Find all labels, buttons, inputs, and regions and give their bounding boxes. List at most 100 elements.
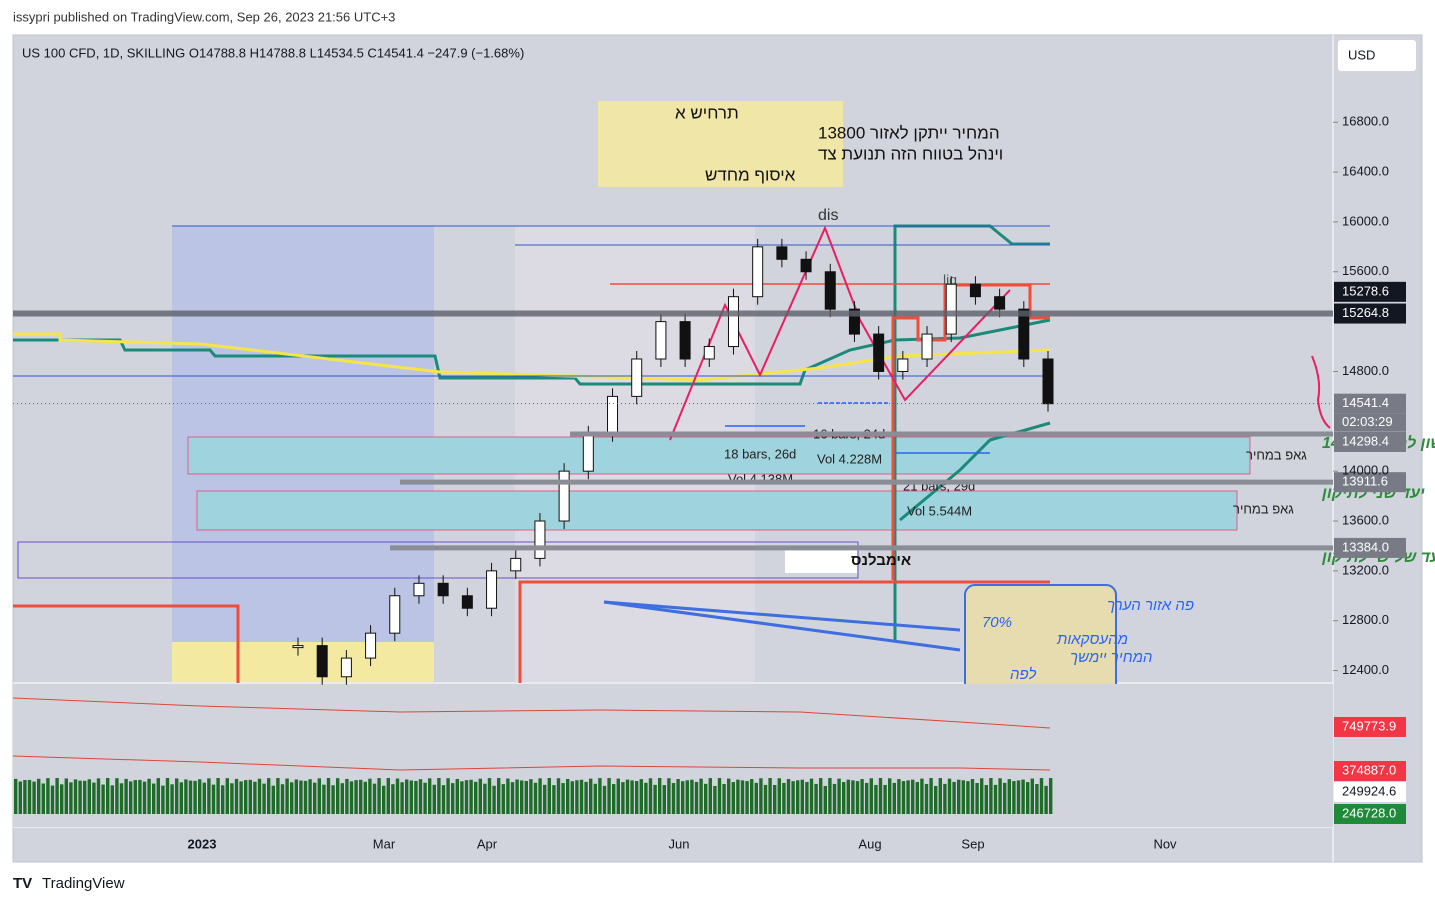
volume-bar <box>60 784 64 814</box>
volume-bar <box>87 779 91 814</box>
candle <box>437 582 449 597</box>
volume-bar <box>694 781 699 814</box>
indicator-tag <box>1334 782 1406 802</box>
volume-bar <box>138 779 142 814</box>
gap-zone <box>187 436 1251 475</box>
volume-bar <box>842 782 846 814</box>
volume-bar <box>612 784 616 814</box>
candle <box>534 520 546 559</box>
volume-bar <box>1012 781 1016 814</box>
volume-bar <box>50 785 55 814</box>
volume-bar <box>437 778 441 814</box>
volume-bar <box>704 783 708 814</box>
pointer-line <box>603 600 961 652</box>
volume-bar <box>934 785 938 814</box>
note-box <box>598 101 843 187</box>
volume-bar <box>547 778 551 814</box>
arrow-curve <box>1311 355 1331 429</box>
volume-bar <box>823 785 827 814</box>
volume-bar <box>294 779 298 814</box>
value-area-text: לפה <box>1010 666 1036 683</box>
volume-bar <box>639 779 643 814</box>
volume-bar <box>483 783 487 814</box>
volume-bar <box>170 784 174 814</box>
y-tick-label: 16000.0 <box>1342 213 1389 228</box>
currency-button[interactable] <box>1338 40 1416 71</box>
volume-bar <box>115 778 119 814</box>
volume-bar <box>1044 785 1048 814</box>
volume-bar <box>809 778 814 814</box>
red-line <box>518 580 1050 683</box>
candle <box>897 358 909 372</box>
volume-bar <box>101 784 105 814</box>
volume-bar <box>727 778 731 814</box>
volume-bar <box>248 779 252 814</box>
volume-bar <box>487 778 492 814</box>
note-line: וינהל בטווח הזה תנועת צד <box>818 144 1003 163</box>
price-tag <box>1334 537 1406 558</box>
volume-bar <box>359 779 363 814</box>
volume-bar <box>142 781 147 814</box>
volume-bar <box>276 778 280 814</box>
volume-bar <box>699 778 703 814</box>
candle <box>703 346 715 360</box>
y-tick-label: 14800.0 <box>1342 363 1389 378</box>
volume-bar <box>405 779 409 814</box>
indicator-tag <box>1334 717 1406 737</box>
volume-bar <box>188 780 193 814</box>
volume-bar <box>888 778 892 814</box>
volume-bar <box>492 785 496 814</box>
volume-bar <box>1026 782 1030 814</box>
volume-bar <box>193 780 197 814</box>
volume-bar <box>106 778 110 814</box>
volume-bar <box>681 781 685 814</box>
volume-bar <box>432 784 436 814</box>
volume-bar <box>947 778 952 814</box>
volume-bar <box>768 778 772 814</box>
volume-bar <box>915 782 919 814</box>
dis-label: dis <box>818 207 838 224</box>
volume-bar <box>520 780 524 814</box>
volume-bar <box>819 778 823 814</box>
candle <box>969 283 981 298</box>
volume-bar <box>165 778 170 814</box>
imbalance-label: אימבלנס <box>851 552 911 569</box>
value-area-text: 70% <box>982 614 1012 631</box>
volume-bar <box>593 783 597 814</box>
volume-bar <box>630 780 634 814</box>
publisher: issypri published on TradingView.com, Se… <box>13 9 395 24</box>
imbalance-box <box>17 541 859 579</box>
volume-bar <box>129 781 133 814</box>
y-tick-label: 12800.0 <box>1342 612 1389 627</box>
note-line: איסוף מחדש <box>705 165 796 184</box>
y-tick-label: 13200.0 <box>1342 562 1389 577</box>
price-tag <box>1334 393 1406 414</box>
volume-bar <box>198 779 202 814</box>
volume-bar <box>69 782 73 814</box>
volume-bar <box>717 778 722 814</box>
volume-bar <box>515 779 519 814</box>
volume-bar <box>23 780 27 814</box>
x-tick-label: Aug <box>858 836 881 851</box>
range-label: 18 bars, 26d <box>724 446 796 461</box>
volume-bar <box>354 780 358 814</box>
volume-bar <box>340 783 344 814</box>
volume-bar <box>901 781 906 814</box>
volume-bar <box>230 783 234 814</box>
volume-bar <box>984 785 988 814</box>
volume-bar <box>1016 780 1021 814</box>
volume-bar <box>363 781 367 814</box>
price-tag-label: 15264.8 <box>1342 305 1389 320</box>
currency[interactable]: USD <box>1348 47 1375 62</box>
volume-bar <box>598 778 602 814</box>
volume-bar <box>570 781 574 814</box>
volume-bar <box>175 778 179 814</box>
volume-bar <box>395 778 400 814</box>
pointer-line <box>603 600 961 632</box>
price-tag-label: 14298.4 <box>1342 433 1389 448</box>
gap-zone <box>196 490 1238 531</box>
volume-bar <box>267 778 271 814</box>
candle <box>631 358 643 397</box>
volume-bar <box>83 780 87 814</box>
candle <box>582 433 594 472</box>
